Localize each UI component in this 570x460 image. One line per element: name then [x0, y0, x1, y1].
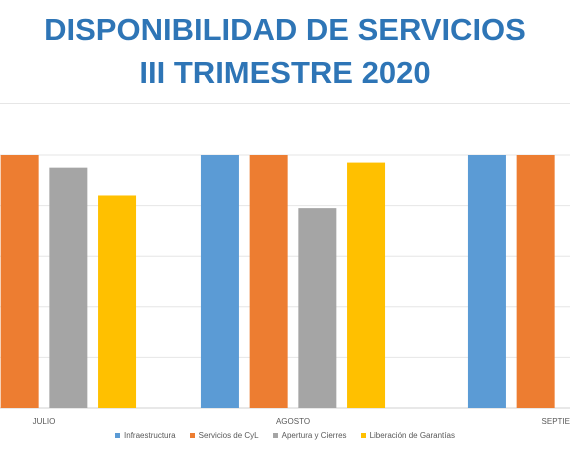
- x-tick-label: JULIO: [33, 417, 56, 426]
- legend-label-liberacion-garantias: Liberación de Garantías: [369, 431, 455, 440]
- x-tick-label: SEPTIE: [542, 417, 570, 426]
- chart-title-line-2: III TRIMESTRE 2020: [139, 55, 431, 90]
- bar-julio-2: [49, 167, 88, 408]
- x-tick-label: AGOSTO: [276, 417, 310, 426]
- bar-septiembre-1: [516, 155, 555, 408]
- bar-julio-1: [0, 155, 39, 408]
- chart-title-line-1: DISPONIBILIDAD DE SERVICIOS: [44, 12, 526, 47]
- bar-agosto-1: [249, 155, 288, 408]
- bar-agosto-2: [298, 208, 337, 408]
- legend-swatch-apertura-cierres: [272, 433, 278, 438]
- header-divider: [0, 103, 570, 104]
- legend-label-infraestructura: Infraestructura: [124, 431, 176, 440]
- legend-label-apertura-cierres: Apertura y Cierres: [281, 431, 347, 440]
- legend-item-apertura-cierres: Apertura y Cierres: [272, 431, 347, 440]
- legend-label-servicios-cyl: Servicios de CyL: [198, 431, 259, 440]
- bar-agosto-3: [347, 162, 386, 408]
- bar-agosto-0: [200, 155, 239, 408]
- bar-septiembre-0: [467, 155, 506, 408]
- legend-item-servicios-cyl: Servicios de CyL: [189, 431, 259, 440]
- bar-julio-3: [98, 195, 137, 408]
- legend-swatch-liberacion-garantias: [360, 433, 366, 438]
- legend-item-liberacion-garantias: Liberación de Garantías: [360, 431, 455, 440]
- legend-swatch-infraestructura: [115, 433, 121, 438]
- chart-legend: Infraestructura Servicios de CyL Apertur…: [0, 431, 570, 440]
- legend-swatch-servicios-cyl: [189, 433, 195, 438]
- legend-item-infraestructura: Infraestructura: [115, 431, 176, 440]
